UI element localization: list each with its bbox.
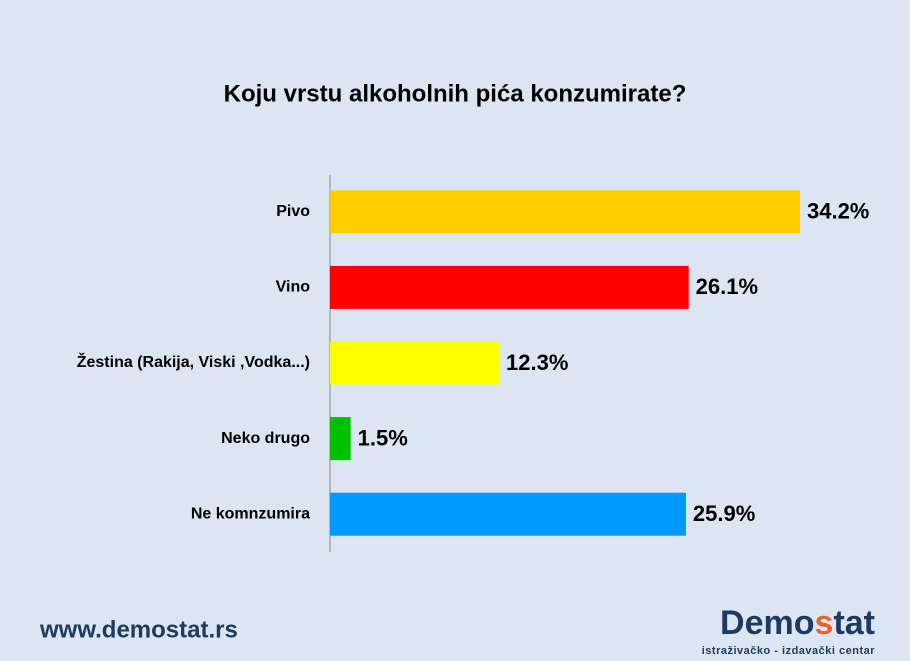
footer-url: www.demostat.rs xyxy=(39,616,238,643)
logo: Demostat xyxy=(720,604,875,642)
category-label: Vino xyxy=(276,279,311,296)
category-label: Ne komnzumira xyxy=(191,505,310,522)
bar xyxy=(330,190,800,234)
category-label: Žestina (Rakija, Viski ,Vodka...) xyxy=(77,352,310,371)
category-label: Neko drugo xyxy=(221,430,310,447)
bar xyxy=(330,265,689,309)
value-label: 25.9% xyxy=(693,501,755,526)
value-label: 34.2% xyxy=(807,199,869,224)
bar xyxy=(330,492,686,536)
value-label: 12.3% xyxy=(506,350,568,375)
logo-tagline: istraživačko - izdavački centar xyxy=(702,645,875,657)
value-label: 26.1% xyxy=(696,274,758,299)
bar xyxy=(330,417,351,461)
logo-part: s xyxy=(815,604,834,642)
value-label: 1.5% xyxy=(358,425,408,450)
bar xyxy=(330,341,500,385)
logo-part: tat xyxy=(833,604,875,642)
logo-part: Demo xyxy=(720,604,814,642)
chart-title: Koju vrstu alkoholnih pića konzumirate? xyxy=(224,80,687,107)
category-label: Pivo xyxy=(276,203,310,220)
